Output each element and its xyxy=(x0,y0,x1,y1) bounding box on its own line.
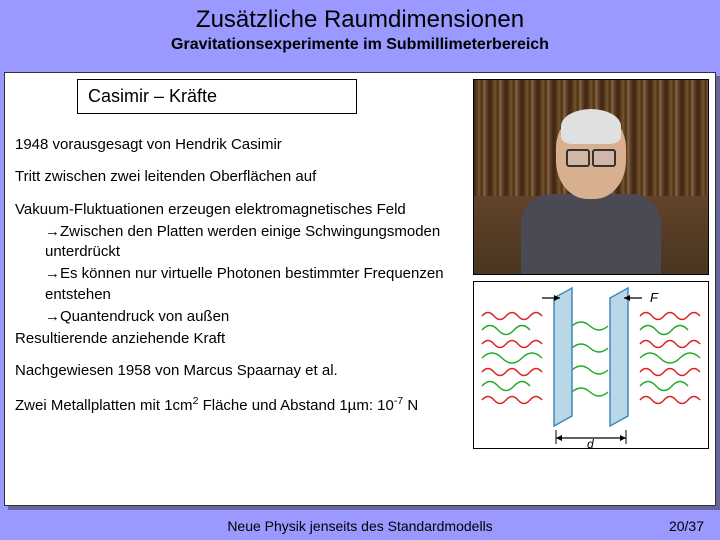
bullet-photons: →Es können nur virtuelle Photonen bestim… xyxy=(45,264,455,305)
bullet-modes: →Zwischen den Platten werden einige Schw… xyxy=(45,222,455,263)
slide-footer: Neue Physik jenseits des Standardmodells… xyxy=(0,512,720,540)
section-heading: Casimir – Kräfte xyxy=(88,86,217,106)
bullet-pressure: →Quantendruck von außen xyxy=(45,307,455,327)
paragraph-prediction: 1948 vorausgesagt von Hendrik Casimir xyxy=(15,135,455,155)
casimir-diagram: F d xyxy=(473,281,709,449)
casimir-svg: F d xyxy=(474,282,710,450)
paragraph-proof: Nachgewiesen 1958 von Marcus Spaarnay et… xyxy=(15,361,455,381)
portrait-photo xyxy=(473,79,709,275)
arrow-icon: → xyxy=(45,265,60,282)
slide-header: Zusätzliche Raumdimensionen Gravitations… xyxy=(0,0,720,58)
slide-subtitle: Gravitationsexperimente im Submillimeter… xyxy=(0,36,720,54)
content-panel: Casimir – Kräfte 1948 vorausgesagt von H… xyxy=(4,72,716,506)
paragraph-resulting: Resultierende anziehende Kraft xyxy=(15,329,455,349)
paragraph-vacuum: Vakuum-Fluktuationen erzeugen elektromag… xyxy=(15,200,455,220)
slide-title: Zusätzliche Raumdimensionen xyxy=(0,6,720,34)
paragraph-surfaces: Tritt zwischen zwei leitenden Oberfläche… xyxy=(15,167,455,187)
arrow-icon: → xyxy=(45,308,60,325)
footer-text: Neue Physik jenseits des Standardmodells xyxy=(227,518,492,534)
arrow-icon: → xyxy=(45,223,60,240)
force-label: F xyxy=(650,290,659,305)
paragraph-plates: Zwei Metallplatten mit 1cm2 Fläche und A… xyxy=(15,394,455,416)
distance-label: d xyxy=(587,437,594,450)
page-number: 20/37 xyxy=(669,518,704,534)
body-text-block: 1948 vorausgesagt von Hendrik Casimir Tr… xyxy=(15,135,455,428)
person-figure xyxy=(511,104,671,274)
section-heading-box: Casimir – Kräfte xyxy=(77,79,357,114)
